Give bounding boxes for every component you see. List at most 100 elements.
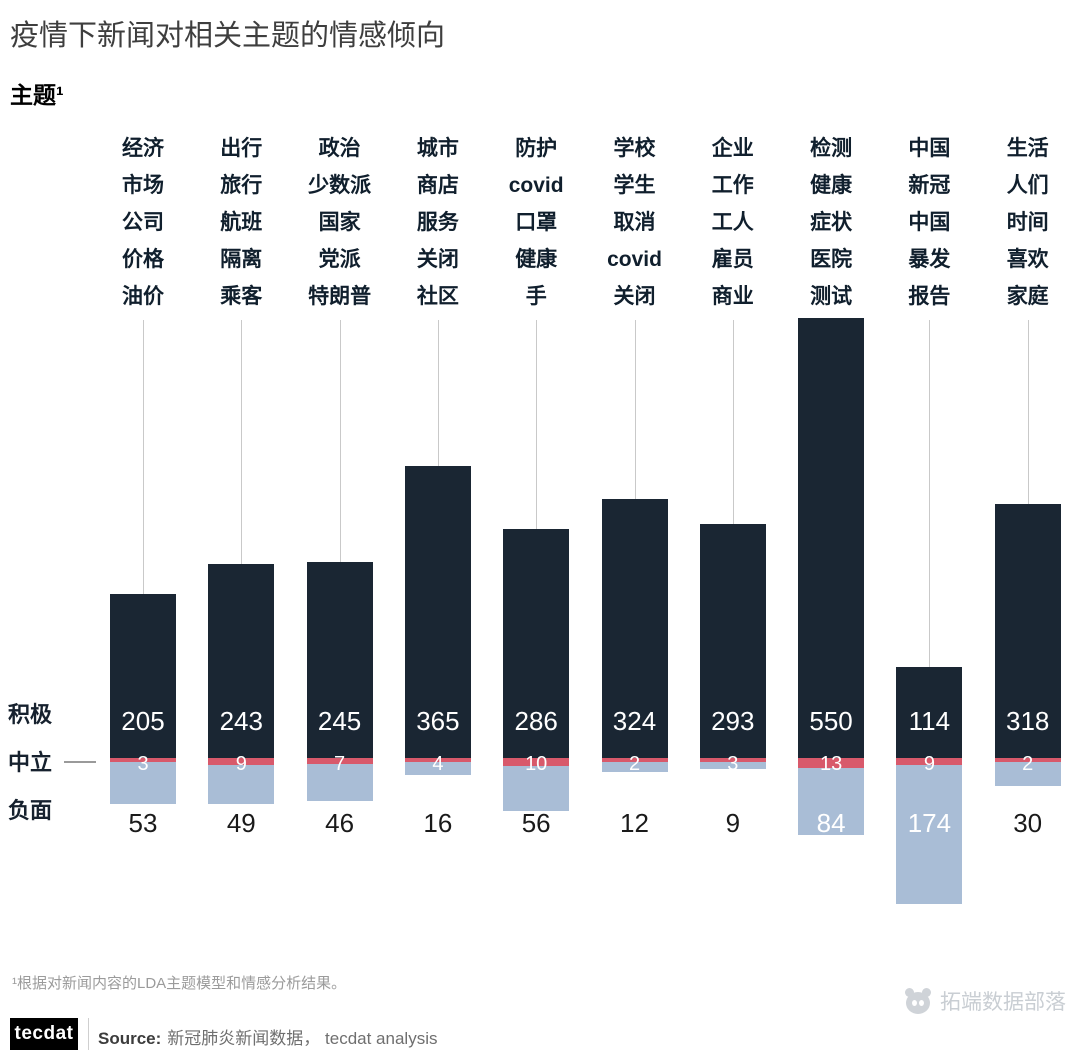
- positive-bar: [699, 524, 766, 758]
- positive-bar: [110, 594, 176, 758]
- topic-column: 防护 covid 口罩 健康手 286 10 56: [487, 130, 585, 942]
- topic-keyword: 市场: [122, 174, 164, 197]
- topic-column: 政治 少数派 国家 党派 特朗普 245 7 46: [291, 130, 389, 942]
- positive-bar: [404, 466, 471, 758]
- topic-keyword: 乘客: [220, 285, 263, 308]
- negative-value: 46: [325, 808, 355, 838]
- positive-bar: [306, 562, 373, 758]
- negative-value: 30: [1013, 808, 1043, 838]
- negative-bar: [208, 765, 275, 804]
- watermark-text: 拓端数据部落: [940, 991, 1066, 1014]
- topic-keyword: 公司: [122, 211, 164, 234]
- neutral-value: 2: [1022, 753, 1034, 775]
- topic-keyword: 口罩: [515, 211, 558, 234]
- positive-value: 293: [711, 706, 755, 736]
- positive-bar: [208, 564, 275, 758]
- topic-keyword: 时间: [1006, 211, 1049, 234]
- neutral-bar: [110, 758, 176, 762]
- neutral-bar: [601, 758, 668, 762]
- topic-keyword: 关闭: [416, 248, 459, 271]
- topic-keyword: 家庭: [1006, 285, 1049, 308]
- negative-value: 12: [620, 808, 649, 838]
- neutral-value: 13: [819, 753, 843, 775]
- leader-line: [929, 320, 931, 667]
- topic-keyword: 检测: [810, 137, 853, 160]
- neutral-value: 7: [334, 753, 346, 775]
- negative-bar: [110, 762, 176, 804]
- topic-keyword: 少数派: [308, 174, 372, 197]
- negative-value: 174: [907, 808, 952, 838]
- panda-icon: [904, 988, 932, 1014]
- neutral-bar: [699, 758, 766, 762]
- leader-line: [437, 320, 439, 466]
- topic-keyword: 中国: [908, 211, 951, 234]
- axis-label-negative: 负面: [8, 798, 53, 823]
- topic-keyword: 社区: [416, 285, 459, 308]
- neutral-value: 2: [628, 753, 641, 775]
- positive-bar: [798, 318, 865, 758]
- topic-column: 生活 人们 时间 喜欢 家庭 318 2 30: [979, 130, 1077, 942]
- topic-column: 检测 健康 症状 医院 测试 550 13 84: [782, 130, 880, 942]
- leader-line: [1027, 320, 1029, 504]
- negative-bar: [306, 764, 373, 801]
- watermark: 拓端数据部落: [904, 986, 1066, 1016]
- topic-keyword: 生活: [1006, 137, 1049, 160]
- leader-line: [339, 320, 341, 562]
- topic-keyword: 人们: [1006, 174, 1049, 197]
- negative-value: 84: [816, 808, 846, 838]
- topic-keyword: 城市: [416, 137, 459, 160]
- topic-keyword: 新冠: [908, 174, 951, 197]
- topic-keyword: 企业: [711, 137, 754, 160]
- topic-keyword: 旅行: [220, 174, 263, 197]
- tecdat-logo: tecdat: [10, 1018, 78, 1050]
- topic-keyword: 油价: [122, 285, 164, 308]
- footer-divider: [88, 1018, 89, 1050]
- neutral-bar: [306, 758, 373, 764]
- topic-keyword: 出行: [220, 137, 263, 160]
- negative-bar: [601, 762, 668, 772]
- positive-value: 286: [514, 706, 558, 736]
- neutral-bar: [798, 758, 865, 768]
- axis-label-positive: 积极: [8, 702, 53, 727]
- negative-bar: [699, 762, 766, 769]
- negative-value: 53: [128, 808, 158, 838]
- topic-keyword: 医院: [810, 248, 853, 271]
- leader-line: [634, 320, 636, 499]
- footnote: ¹根据对新闻内容的LDA主题模型和情感分析结果。: [12, 975, 347, 992]
- topic-keyword: 工人: [711, 211, 754, 234]
- topic-keyword: 航班: [220, 211, 263, 234]
- positive-value: 114: [908, 706, 951, 736]
- axis-label-neutral: 中立: [8, 750, 53, 775]
- topic-keyword: 报告: [908, 285, 951, 308]
- neutral-value: 10: [525, 753, 548, 775]
- negative-bar: [896, 765, 963, 904]
- topic-keyword: 国家: [318, 211, 361, 234]
- topic-keyword: 关闭: [613, 285, 656, 308]
- neutral-bar: [208, 758, 275, 765]
- negative-value: 49: [226, 808, 256, 838]
- neutral-value: 9: [923, 753, 935, 775]
- positive-value: 365: [416, 706, 460, 736]
- topic-keyword: 隔离: [220, 248, 263, 271]
- topic-keyword: 手: [525, 285, 547, 308]
- positive-bar: [503, 529, 570, 758]
- topic-column: 城市 商店 服务 关闭 社区 365 4 16: [389, 130, 487, 942]
- topic-keyword: 学校: [613, 137, 656, 160]
- neutral-bar: [503, 758, 570, 766]
- positive-value: 205: [121, 706, 165, 736]
- leader-line: [143, 320, 144, 594]
- topic-keyword: 工作: [711, 174, 754, 197]
- negative-value: 9: [725, 808, 741, 838]
- topic-column: 经济 市场 公司 价格 油价 205 3 53: [94, 130, 192, 942]
- topic-keyword: 测试: [810, 285, 853, 308]
- topic-keyword: covid: [607, 248, 662, 271]
- topic-keyword: 健康: [515, 248, 558, 271]
- topic-column: 中国 新冠 中国 暴发 报告 114 9 174: [880, 130, 978, 942]
- positive-value: 324: [612, 706, 657, 736]
- topic-keyword: 雇员: [711, 248, 754, 271]
- positive-value: 550: [809, 706, 853, 736]
- topic-keyword: 中国: [908, 137, 951, 160]
- neutral-value: 3: [137, 753, 149, 775]
- positive-bar: [994, 504, 1061, 758]
